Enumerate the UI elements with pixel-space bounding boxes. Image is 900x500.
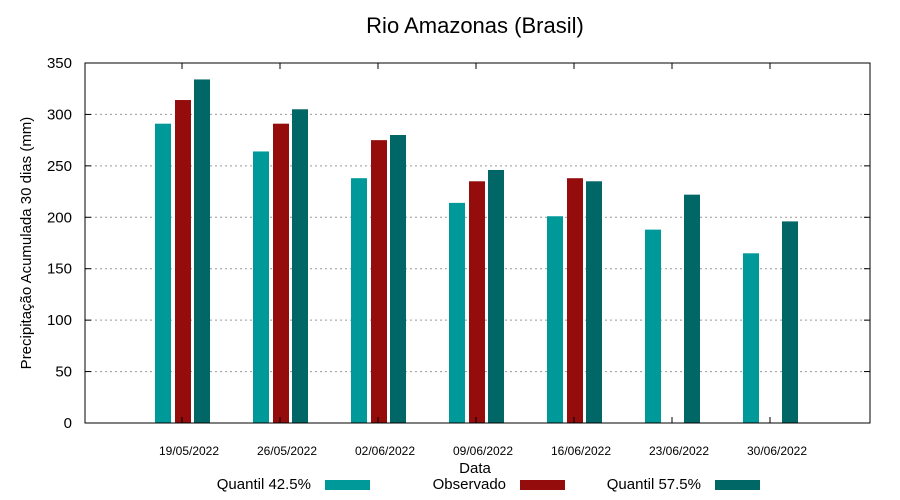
bar-quantil-57-5-	[292, 109, 308, 424]
bar-quantil-57-5-	[488, 169, 504, 423]
y-axis-label: Precipitação Acumulada 30 dias (mm)	[18, 117, 35, 370]
y-tick-label: 350	[47, 55, 72, 72]
legend-swatch	[520, 480, 565, 490]
chart-title: Rio Amazonas (Brasil)	[366, 13, 584, 38]
x-tick-label: 16/06/2022	[551, 444, 611, 458]
plot-frame	[84, 62, 871, 424]
bar-quantil-57-5-	[390, 135, 406, 423]
y-tick-label: 200	[47, 209, 72, 226]
y-tick-label: 50	[55, 364, 72, 381]
bar-observado	[175, 100, 191, 424]
legend-swatch	[715, 480, 760, 490]
y-tick-label: 100	[47, 312, 72, 329]
legend-label: Observado	[433, 476, 506, 493]
bar-quantil-57-5-	[684, 194, 700, 423]
x-tick-label: 26/05/2022	[257, 444, 317, 458]
bar-observado	[273, 123, 289, 423]
legend: Quantil 42.5% Observado Quantil 57.5%	[217, 476, 760, 493]
bar-quantil-57-5-	[782, 221, 798, 423]
x-tick-label: 30/06/2022	[747, 444, 807, 458]
bar-quantil-42-5-	[743, 253, 759, 423]
bar-quantil-42-5-	[351, 178, 367, 423]
x-axis-label: Data	[459, 460, 491, 477]
bar-quantil-42-5-	[253, 151, 269, 423]
legend-label: Quantil 57.5%	[607, 476, 701, 493]
x-tick-label: 09/06/2022	[453, 444, 513, 458]
y-tick-label: 150	[47, 261, 72, 278]
y-tick-label: 300	[47, 106, 72, 123]
bar-quantil-57-5-	[586, 181, 602, 423]
bar-quantil-57-5-	[194, 79, 210, 423]
legend-swatch	[325, 480, 370, 490]
bar-quantil-42-5-	[547, 216, 563, 423]
y-tick-label: 0	[64, 415, 72, 432]
bar-quantil-42-5-	[449, 202, 465, 423]
x-tick-label: 23/06/2022	[649, 444, 709, 458]
legend-label: Quantil 42.5%	[217, 476, 311, 493]
bar-observado	[567, 178, 583, 423]
bar-observado	[469, 181, 485, 423]
x-tick-label: 19/05/2022	[159, 444, 219, 458]
bar-observado	[371, 140, 387, 423]
y-tick-label: 250	[47, 158, 72, 175]
bar-quantil-42-5-	[155, 123, 171, 423]
x-tick-label: 02/06/2022	[355, 444, 415, 458]
bar-quantil-42-5-	[645, 229, 661, 423]
